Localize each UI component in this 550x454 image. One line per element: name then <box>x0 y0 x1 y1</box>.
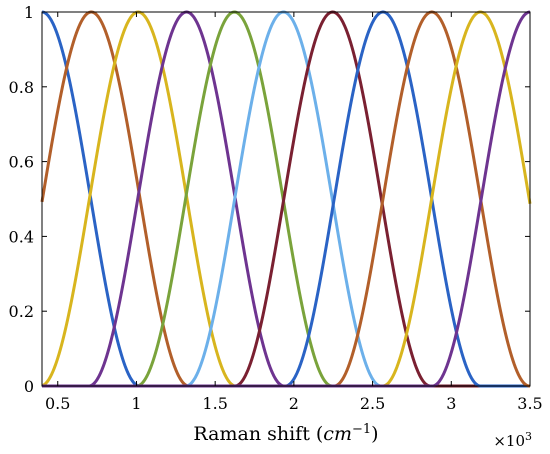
x-axis-label-unit: cm <box>323 423 352 445</box>
x-tick-label: 1.5 <box>202 394 227 413</box>
x-axis-label-exp: −1 <box>352 422 371 437</box>
x-axis-multiplier: ×103 <box>493 430 532 451</box>
x-tick-label: 2 <box>289 394 299 413</box>
y-tick-label: 1 <box>24 3 34 22</box>
x-tick-label: 0.5 <box>45 394 70 413</box>
curves-group <box>40 10 532 388</box>
y-tick-label: 0.8 <box>9 78 34 97</box>
y-tick-label: 0.6 <box>9 153 34 172</box>
x-axis-label: Raman shift (cm−1) <box>193 422 378 446</box>
x-axis-label-close: ) <box>371 423 378 445</box>
x-tick-label: 3 <box>446 394 456 413</box>
y-tick-label: 0 <box>24 377 34 396</box>
x-tick-label: 1 <box>131 394 141 413</box>
x-tick-label: 3.5 <box>517 394 542 413</box>
x-axis-multiplier-base: ×10 <box>493 432 525 450</box>
y-tick-label: 0.4 <box>9 227 34 246</box>
x-axis-label-text: Raman shift ( <box>193 423 323 445</box>
x-axis-multiplier-exp: 3 <box>525 430 532 443</box>
x-tick-label: 2.5 <box>360 394 385 413</box>
plot-frame <box>41 11 531 387</box>
x-ticks: 0.5 1 1.5 2 2.5 3 3.5 <box>45 12 543 413</box>
y-tick-label: 0.2 <box>9 302 34 321</box>
y-ticks: 0 0.2 0.4 0.6 0.8 1 <box>9 3 530 396</box>
